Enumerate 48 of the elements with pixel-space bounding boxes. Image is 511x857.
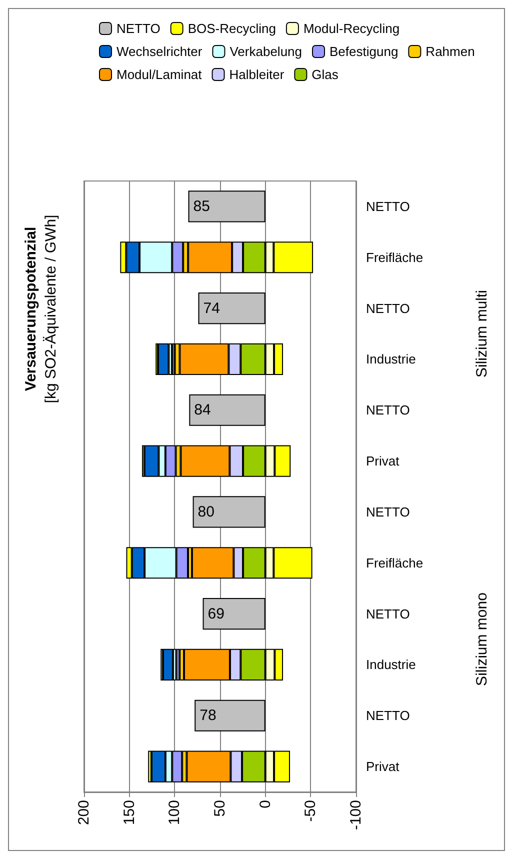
text: Silizium multi xyxy=(474,290,490,378)
y-tick-label: NETTO xyxy=(366,708,410,724)
x-tick-label: 200 xyxy=(76,800,92,826)
y-tick-label: Industrie xyxy=(366,352,416,367)
y-tick-label: Freifläche xyxy=(366,555,424,570)
y-tick-label: Industrie xyxy=(366,657,416,672)
legend-label: BOS-Recycling xyxy=(188,21,276,36)
y-tick-label: NETTO xyxy=(366,402,410,418)
y-tick-label: NETTO xyxy=(366,606,410,622)
text: [kg SO2-Äquivalente / GWh] xyxy=(42,214,60,404)
bar xyxy=(176,648,180,680)
data-label: 78 xyxy=(200,707,216,724)
data-label: 85 xyxy=(193,198,210,215)
legend-label: Befestigung xyxy=(330,44,398,59)
bar xyxy=(162,648,173,680)
x-tick-label: -50 xyxy=(302,800,320,822)
legend-label: Halbleiter xyxy=(229,67,285,82)
legend-label: Wechselrichter xyxy=(116,44,203,59)
bar xyxy=(194,700,266,732)
legend-label: Glas xyxy=(312,67,339,82)
legend-label: Rahmen xyxy=(426,44,475,59)
y-tick-label: Privat xyxy=(366,454,400,469)
legend-label: Verkabelung xyxy=(230,44,302,59)
x-tick-label: 150 xyxy=(120,800,138,826)
bar xyxy=(192,496,266,528)
y-tick-label: Freifläche xyxy=(366,250,424,265)
text: Silizium mono xyxy=(474,592,490,686)
bar xyxy=(202,598,266,630)
data-label: 80 xyxy=(198,503,214,520)
data-label: 84 xyxy=(194,402,211,419)
y-tick-label: NETTO xyxy=(366,198,410,214)
x-tick-label: 100 xyxy=(166,800,184,826)
data-label: 69 xyxy=(208,605,224,622)
x-tick-label: 50 xyxy=(212,800,228,817)
y-tick-label: Privat xyxy=(366,759,400,774)
y-tick-label: NETTO xyxy=(366,504,410,520)
x-tick-label: -100 xyxy=(348,800,364,830)
y-tick-label: NETTO xyxy=(366,300,410,316)
x-tick-label: 0 xyxy=(256,800,274,808)
legend-label: NETTO xyxy=(116,21,160,36)
bar xyxy=(189,394,266,426)
bar xyxy=(198,292,266,324)
data-label: 74 xyxy=(203,300,220,317)
bar xyxy=(188,190,266,222)
text: Versauerungspotenzial xyxy=(22,226,40,392)
bar xyxy=(158,343,169,375)
legend-label: Modul-Recycling xyxy=(303,21,400,36)
legend-label: Modul/Laminat xyxy=(116,67,202,82)
